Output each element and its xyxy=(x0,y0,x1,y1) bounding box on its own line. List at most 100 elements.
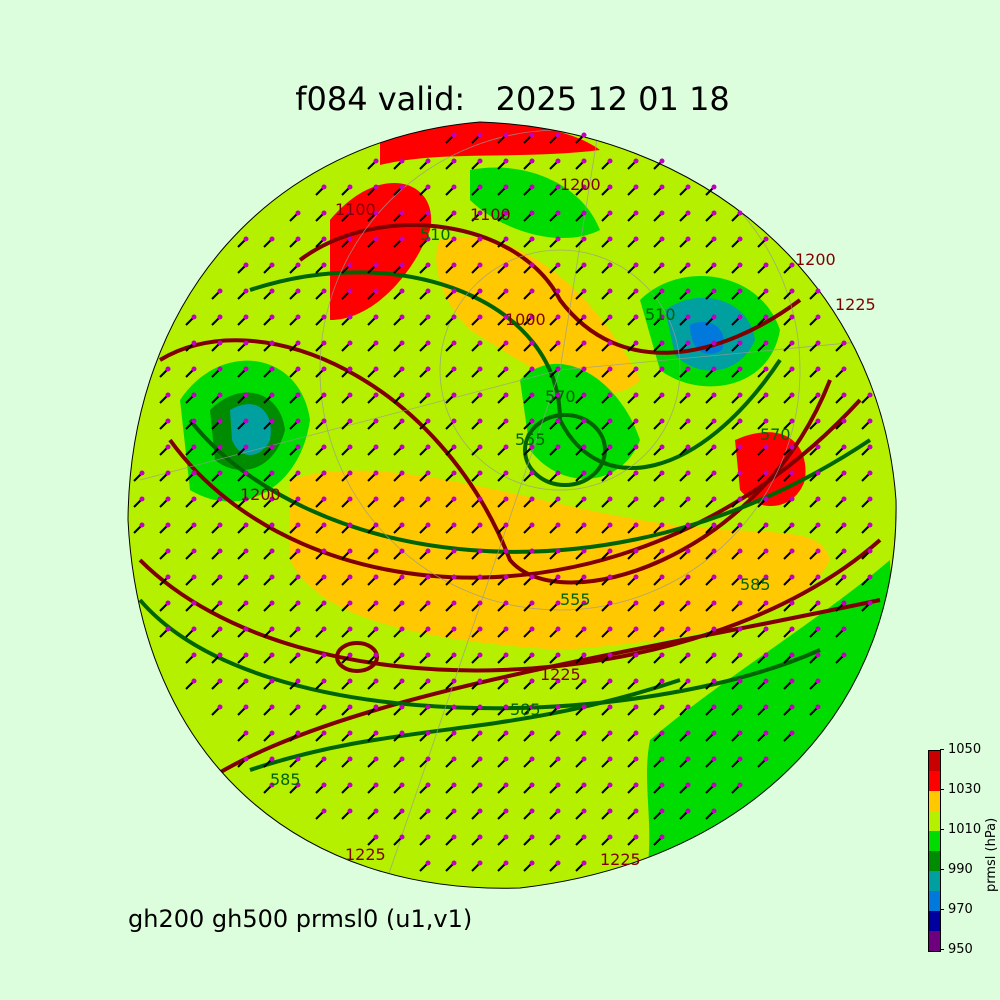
wind-dot xyxy=(373,756,379,762)
wind-dot xyxy=(425,652,431,658)
wind-dot xyxy=(269,366,275,372)
wind-dot xyxy=(347,678,353,684)
wind-dot xyxy=(581,288,587,294)
gh200-label: 1225 xyxy=(835,295,876,314)
wind-dot xyxy=(685,444,691,450)
wind-dot xyxy=(607,756,613,762)
wind-dot xyxy=(243,522,249,528)
wind-dot xyxy=(269,730,275,736)
wind-dot xyxy=(321,730,327,736)
wind-dot xyxy=(737,314,743,320)
wind-dot xyxy=(503,756,509,762)
wind-dot xyxy=(399,210,405,216)
wind-dot xyxy=(347,730,353,736)
wind-dot xyxy=(425,730,431,736)
wind-dot xyxy=(373,730,379,736)
wind-dot xyxy=(633,730,639,736)
wind-dot xyxy=(529,340,535,346)
wind-dot xyxy=(373,340,379,346)
wind-dot xyxy=(373,418,379,424)
wind-dot xyxy=(425,288,431,294)
wind-dot xyxy=(737,626,743,632)
wind-dot xyxy=(399,600,405,606)
wind-dot xyxy=(529,574,535,580)
wind-dot xyxy=(373,158,379,164)
wind-dot xyxy=(399,652,405,658)
wind-dot xyxy=(243,548,249,554)
wind-dot xyxy=(373,314,379,320)
wind-dot xyxy=(841,418,847,424)
wind-dot xyxy=(503,340,509,346)
wind-dot xyxy=(139,496,145,502)
wind-dot xyxy=(477,626,483,632)
colorbar-segment-980 xyxy=(929,871,940,891)
wind-dot xyxy=(763,704,769,710)
wind-dot xyxy=(529,132,535,138)
wind-dot xyxy=(243,314,249,320)
wind-dot xyxy=(555,496,561,502)
wind-dot xyxy=(555,626,561,632)
wind-dot xyxy=(295,626,301,632)
wind-dot xyxy=(763,678,769,684)
wind-dot xyxy=(503,210,509,216)
wind-dot xyxy=(607,418,613,424)
wind-dot xyxy=(321,340,327,346)
wind-dot xyxy=(243,470,249,476)
wind-dot xyxy=(477,496,483,502)
wind-dot xyxy=(555,522,561,528)
wind-dot xyxy=(711,470,717,476)
wind-dot xyxy=(529,184,535,190)
gh200-label: 1225 xyxy=(345,845,386,864)
pressure-980-990-area xyxy=(230,404,271,455)
wind-dot xyxy=(269,704,275,710)
wind-dot xyxy=(425,548,431,554)
wind-dot xyxy=(503,626,509,632)
wind-dot xyxy=(659,262,665,268)
wind-dot xyxy=(373,782,379,788)
wind-dot xyxy=(659,314,665,320)
wind-dot xyxy=(321,418,327,424)
plot-title: f084 valid: 2025 12 01 18 xyxy=(295,80,730,118)
wind-dot xyxy=(217,392,223,398)
gh200-label: 1200 xyxy=(240,485,281,504)
wind-dot xyxy=(295,782,301,788)
wind-dot xyxy=(763,366,769,372)
wind-dot xyxy=(477,548,483,554)
wind-dot xyxy=(269,756,275,762)
wind-dot xyxy=(659,574,665,580)
wind-dot xyxy=(165,366,171,372)
gh500-contour xyxy=(249,270,782,470)
wind-dot xyxy=(555,392,561,398)
wind-dot xyxy=(347,548,353,554)
wind-dot xyxy=(295,496,301,502)
wind-dot xyxy=(711,314,717,320)
wind-dot xyxy=(373,236,379,242)
wind-dot xyxy=(555,470,561,476)
wind-dot xyxy=(165,522,171,528)
wind-dot xyxy=(269,262,275,268)
wind-dot xyxy=(529,470,535,476)
wind-dot xyxy=(711,444,717,450)
wind-dot xyxy=(399,548,405,554)
wind-dot xyxy=(737,782,743,788)
gh500-label: 510 xyxy=(420,225,451,244)
wind-dot xyxy=(165,470,171,476)
wind-dot xyxy=(503,678,509,684)
wind-dot xyxy=(477,314,483,320)
colorbar-tick: 970 xyxy=(940,901,973,918)
wind-dot xyxy=(529,600,535,606)
wind-dot xyxy=(425,158,431,164)
colorbar xyxy=(928,750,941,952)
wind-dot xyxy=(191,418,197,424)
wind-dot xyxy=(295,288,301,294)
wind-dot xyxy=(841,574,847,580)
wind-dot xyxy=(711,782,717,788)
wind-dot xyxy=(789,470,795,476)
wind-dot xyxy=(399,470,405,476)
wind-dot xyxy=(815,548,821,554)
wind-dot xyxy=(607,574,613,580)
wind-dot xyxy=(529,860,535,866)
wind-dot xyxy=(633,444,639,450)
wind-dot xyxy=(867,470,873,476)
